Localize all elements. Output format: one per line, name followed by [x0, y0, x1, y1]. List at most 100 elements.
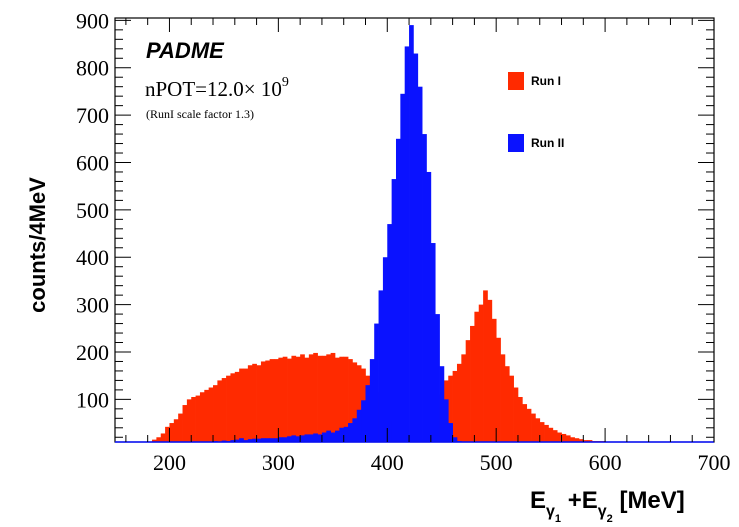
bar	[465, 340, 471, 442]
bar	[343, 426, 349, 442]
bar	[496, 337, 501, 442]
bar	[478, 304, 484, 442]
bar	[321, 355, 327, 442]
bar	[178, 413, 183, 442]
bar	[199, 392, 205, 442]
bar	[274, 359, 279, 442]
bar	[239, 368, 244, 442]
bar	[295, 436, 301, 442]
legend-swatch-run-ii	[508, 134, 524, 152]
bar	[265, 360, 271, 442]
bar	[369, 359, 375, 442]
bar	[339, 427, 345, 442]
bar	[552, 430, 558, 442]
bar	[169, 423, 175, 442]
bar	[400, 93, 406, 442]
x-tick-label: 600	[589, 450, 622, 475]
bar	[522, 404, 528, 442]
bar	[269, 438, 275, 442]
bar	[348, 423, 353, 442]
bar	[365, 385, 371, 442]
npot-annotation: nPOT=12.0× 109	[145, 75, 289, 101]
y-tick-label: 500	[76, 198, 109, 223]
bar	[587, 440, 593, 442]
bar	[526, 408, 532, 442]
bar	[282, 356, 288, 442]
series-run-ii	[208, 25, 462, 443]
x-tick-label: 400	[371, 450, 404, 475]
bar	[165, 426, 170, 442]
bar	[230, 373, 236, 442]
bar	[409, 25, 414, 443]
bar	[226, 375, 231, 442]
bar	[391, 179, 397, 442]
legend-swatch-run-i	[508, 72, 524, 90]
bar	[317, 434, 323, 442]
bar	[186, 399, 192, 442]
bar	[269, 359, 275, 442]
y-tick-label: 200	[76, 340, 109, 365]
bar	[544, 424, 549, 442]
bar	[356, 365, 362, 442]
bar	[561, 433, 567, 442]
x-axis-label: Eγ1 +Eγ2 [MeV]	[530, 487, 685, 525]
bar	[448, 423, 453, 442]
bar	[278, 357, 284, 442]
bar	[378, 290, 384, 442]
bar	[470, 325, 475, 442]
y-tick-label: 800	[76, 56, 109, 81]
npot-text: nPOT=12.0× 10	[145, 77, 282, 101]
scale-factor-note: (RunI scale factor 1.3)	[146, 107, 254, 121]
bar	[578, 439, 584, 442]
x-label-index1: 1	[555, 513, 561, 525]
chart-title: PADME	[146, 38, 225, 63]
bar	[348, 359, 353, 442]
bar	[243, 368, 249, 442]
bar	[439, 366, 445, 442]
bar	[256, 365, 262, 442]
bar	[339, 356, 345, 442]
bar	[221, 378, 227, 442]
bar	[430, 243, 436, 442]
bar	[326, 354, 331, 442]
bar	[291, 435, 297, 442]
y-tick-label: 600	[76, 150, 109, 175]
bar	[387, 224, 392, 442]
bar	[452, 437, 458, 442]
y-axis-label: counts/4MeV	[25, 177, 50, 313]
bar	[513, 387, 519, 442]
bar	[356, 409, 362, 442]
x-tick-label: 300	[262, 450, 295, 475]
x-label-gamma1: γ	[546, 503, 555, 520]
bar	[308, 354, 314, 442]
bar	[461, 354, 467, 442]
bar	[531, 413, 536, 442]
y-tick-label: 900	[76, 8, 109, 33]
bar	[448, 375, 453, 442]
x-label-gamma2: γ	[598, 503, 607, 520]
bar	[535, 418, 541, 442]
bar	[204, 389, 210, 442]
bar	[417, 86, 423, 442]
bar	[330, 432, 336, 442]
bar	[413, 53, 419, 442]
bar	[517, 396, 523, 442]
bar	[247, 365, 253, 442]
bar	[548, 427, 554, 442]
bar	[195, 395, 201, 442]
bar	[352, 418, 358, 442]
legend: Run I Run II	[508, 72, 564, 152]
bar	[313, 352, 318, 442]
bar	[300, 354, 305, 442]
bar	[443, 399, 449, 442]
bar	[343, 356, 349, 442]
bar	[334, 357, 340, 442]
bar	[173, 419, 179, 442]
bar	[334, 430, 340, 442]
x-tick-label: 700	[698, 450, 731, 475]
bar	[239, 438, 244, 442]
bar	[260, 361, 266, 442]
bar	[487, 299, 493, 442]
bar	[422, 134, 427, 443]
